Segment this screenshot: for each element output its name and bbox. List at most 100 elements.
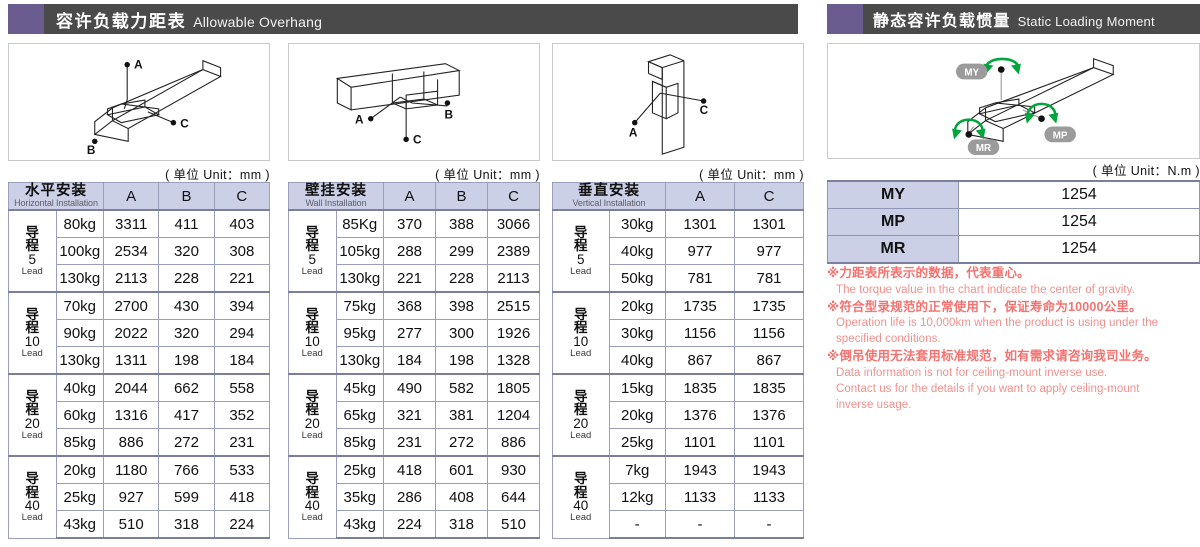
load-value-cell: 85Kg (335, 209, 384, 238)
table-row: 12kg 1133 1133 (553, 483, 804, 511)
table-row: 导程 20 Lead 15kg 1835 1835 (552, 373, 804, 457)
install-type-header: 壁挂安装 Wall Installation (288, 182, 384, 211)
load-value-cell: 80kg (55, 209, 104, 238)
install-type-cn: 水平安装 (25, 182, 87, 199)
lead-label-cn-2: 程 (574, 484, 588, 500)
overhang-value-c: 394 (213, 291, 271, 320)
overhang-value-a: 1156 (665, 319, 735, 347)
overhang-value-b: 318 (158, 510, 215, 539)
load-value-cell: 95kg (335, 319, 384, 347)
table-vertical-installation: 垂直安装 Vertical Installation A C 导程 5 Lead 30kg 13… (552, 182, 804, 539)
horizontal-actuator-diagram-icon: A B C (87, 59, 222, 157)
table-row: 25kg 1101 1101 (553, 428, 804, 457)
overhang-value-b: 408 (435, 483, 488, 511)
load-value-cell: 130kg (335, 264, 384, 293)
lead-label-en: Lead (570, 512, 592, 524)
lead-label-cn-2: 程 (25, 484, 40, 500)
load-value-cell: 43kg (335, 510, 384, 539)
load-value-cell: 25kg (608, 428, 666, 457)
overhang-value-c: 221 (213, 264, 271, 293)
load-value-cell: 20kg (608, 291, 666, 320)
lead-label-cn-1: 导 (574, 306, 588, 322)
figure-horizontal-installation: A B C (8, 43, 270, 161)
overhang-value-a: 1943 (665, 455, 735, 484)
point-a-marker-icon (367, 115, 374, 122)
lead-label-cn-1: 导 (25, 224, 40, 240)
load-value-cell: 50kg (608, 264, 666, 293)
point-a-marker-icon (631, 119, 638, 126)
table-row: 导程 40 Lead 25kg 418 601 930 (288, 455, 540, 539)
overhang-value-c: 1735 (734, 291, 804, 320)
table-row: 35kg 286 408 644 (289, 483, 540, 511)
overhang-value-c: 558 (213, 373, 271, 402)
lead-label-en: Lead (570, 347, 592, 359)
table-row: 130kg 2113 228 221 (9, 264, 271, 293)
lead-group-cell: 导程 20 Lead (8, 373, 57, 457)
note-en-2-line-1: Operation life is 10,000km when the prod… (836, 317, 1159, 330)
lead-label-cn-1: 导 (305, 470, 320, 486)
moment-actuator-diagram-icon: MY MP MR (952, 57, 1115, 156)
lead-label-cn-1: 导 (25, 470, 40, 486)
install-type-header: 垂直安装 Vertical Installation (552, 182, 666, 211)
section-title-en: Static Loading Moment (1017, 14, 1155, 29)
unit-caption-mm: ( 单位 Unit：mm ) (699, 168, 804, 182)
table-row: --- (553, 510, 804, 539)
overhang-value-b: 228 (158, 264, 215, 293)
lead-label-cn-1: 导 (574, 470, 588, 486)
my-badge: MY (956, 63, 988, 80)
table-row: 43kg 224 318 510 (289, 510, 540, 539)
overhang-value-a: - (665, 510, 735, 539)
load-value-cell: 12kg (608, 483, 666, 511)
table-row: 85kg 886 272 231 (9, 428, 271, 457)
load-value-cell: 75kg (335, 291, 384, 320)
overhang-value-a: 1835 (665, 373, 735, 402)
table-row: 导程 40 Lead 20kg 1180 766 533 (8, 455, 271, 539)
overhang-value-a: 490 (383, 373, 436, 402)
load-value-cell: 7kg (608, 455, 666, 484)
load-value-cell: 85kg (335, 428, 384, 457)
overhang-value-b: 417 (158, 401, 215, 429)
overhang-value-a: 224 (383, 510, 436, 539)
overhang-value-c: 1301 (734, 209, 804, 238)
figure-label-a: A (134, 59, 143, 72)
lead-group-cell: 导程 5 Lead (8, 209, 57, 293)
lead-group-cell: 导程 40 Lead (288, 455, 337, 539)
table-row: 导程 10 Lead 70kg 2700 430 394 (8, 291, 271, 375)
overhang-value-c: 867 (734, 346, 804, 375)
table-header-row: 垂直安装 Vertical Installation A C (552, 182, 804, 211)
overhang-value-a: 886 (102, 428, 160, 457)
table-row: 90kg 2022 320 294 (9, 319, 271, 347)
figure-label-mr: MR (976, 143, 991, 154)
lead-group-cell: 导程 40 Lead (552, 455, 610, 539)
overhang-value-c: 1376 (734, 401, 804, 429)
overhang-value-a: 2113 (102, 264, 160, 293)
lead-value: 20 (573, 416, 589, 432)
section-title-cn: 静态容许负载惯量 (873, 13, 1011, 30)
table-row: 50kg 781 781 (553, 264, 804, 293)
moment-label-my: MY (827, 180, 959, 209)
overhang-value-b: 320 (158, 319, 215, 347)
load-value-cell: 130kg (55, 264, 104, 293)
overhang-value-c: 3066 (487, 209, 540, 238)
figure-label-my: MY (964, 67, 979, 78)
load-value-cell: 130kg (55, 346, 104, 375)
figure-static-loading-moment: MY MP MR (827, 43, 1200, 159)
lead-label-cn-2: 程 (25, 402, 40, 418)
lead-label-cn-1: 导 (305, 388, 320, 404)
overhang-value-b: 388 (435, 209, 488, 238)
overhang-value-b: 430 (158, 291, 215, 320)
column-header-c: C (213, 182, 271, 211)
lead-label-cn-2: 程 (305, 320, 320, 336)
table-row: 导程 5 Lead 85Kg 370 388 3066 (288, 209, 540, 293)
table-row: 100kg 2534 320 308 (9, 237, 271, 265)
overhang-value-a: 418 (383, 455, 436, 484)
table-row: 导程 10 Lead 75kg 368 398 2515 (288, 291, 540, 375)
table-row: 43kg 510 318 224 (9, 510, 271, 539)
overhang-value-c: 2113 (487, 264, 540, 293)
overhang-value-a: 1133 (665, 483, 735, 511)
overhang-value-a: 1735 (665, 291, 735, 320)
install-type-en: Horizontal Installation (14, 198, 98, 209)
table-static-loading-moment: MY 1254 MP 1254 MR 1254 (827, 180, 1200, 264)
lead-group-cell: 导程 5 Lead (288, 209, 337, 293)
lead-label-en: Lead (570, 429, 592, 441)
